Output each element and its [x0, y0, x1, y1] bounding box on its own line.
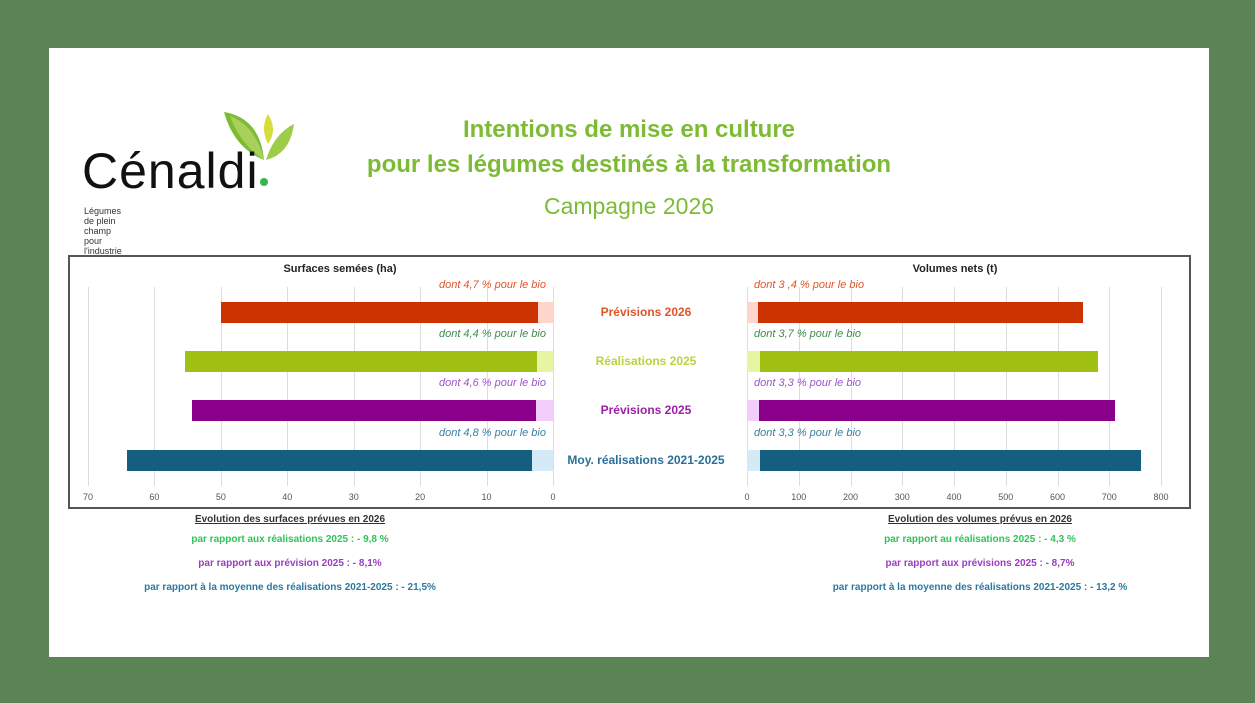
logo-tagline: Légumes de plein champ pour l'industrie [84, 206, 122, 256]
axis-tick-label: 0 [744, 492, 750, 502]
logo-dot [260, 178, 268, 186]
bar-conventional [220, 302, 538, 323]
axis-tick-label: 300 [894, 492, 910, 502]
bio-share-label: dont 3,3 % pour le bio [754, 377, 862, 389]
axis-tick-label: 400 [946, 492, 962, 502]
gridline [88, 287, 89, 486]
axis-tick-label: 40 [282, 492, 293, 502]
bar-bio [747, 302, 759, 323]
axis-tick-label: 0 [550, 492, 556, 502]
bio-share-label: dont 4,7 % pour le bio [438, 279, 546, 291]
volumes-evolution-heading: Evolution des volumes prévus en 2026 [888, 514, 1072, 525]
bar-bio [537, 302, 553, 323]
chart-frame [68, 255, 1191, 509]
bio-share-label: dont 3,7 % pour le bio [754, 328, 862, 340]
bar-conventional [126, 450, 533, 471]
bio-share-label: dont 4,4 % pour le bio [438, 328, 546, 340]
chart-title-volumes: Volumes nets (t) [912, 263, 998, 275]
axis-tick-label: 800 [1153, 492, 1169, 502]
gridline [553, 287, 554, 486]
bar-bio [532, 450, 553, 471]
axis-tick-label: 10 [481, 492, 492, 502]
bar-bio [536, 400, 553, 421]
category-label: Prévisions 2025 [600, 403, 692, 417]
axis-tick-label: 200 [842, 492, 859, 502]
gridline [1057, 287, 1059, 486]
chart-title-surfaces: Surfaces semées (ha) [283, 263, 397, 275]
gridline [154, 287, 156, 486]
gridline [902, 287, 904, 486]
gridline [1161, 287, 1162, 486]
axis-tick-label: 700 [1101, 492, 1117, 502]
axis-tick-label: 500 [998, 492, 1014, 502]
axis-tick-label: 600 [1049, 492, 1066, 502]
bar-conventional [759, 450, 1141, 471]
volumes-evolution-line: par rapport au réalisations 2025 : - 4,3… [884, 534, 1076, 545]
title-line-2: pour les légumes destinés à la transform… [366, 151, 892, 178]
bar-conventional [758, 302, 1083, 323]
surfaces-evolution-heading: Evolution des surfaces prévues en 2026 [194, 514, 386, 525]
gridline [353, 287, 355, 486]
axis-tick-label: 20 [415, 492, 426, 502]
gridline [220, 287, 222, 486]
gridline [747, 287, 748, 486]
bio-share-label: dont 4,6 % pour le bio [438, 377, 546, 389]
axis-tick-label: 100 [791, 492, 807, 502]
bar-bio [747, 351, 760, 372]
gridline [420, 287, 422, 486]
volumes-evolution-line: par rapport à la moyenne des réalisation… [832, 582, 1128, 593]
axis-tick-label: 50 [215, 492, 226, 502]
bar-conventional [184, 351, 538, 372]
logo-wordmark: Cénaldi [82, 143, 259, 199]
bar-bio [747, 400, 759, 421]
category-label: Réalisations 2025 [595, 354, 697, 368]
category-label: Prévisions 2026 [600, 305, 692, 319]
gridline [850, 287, 852, 486]
subtitle: Campagne 2026 [543, 193, 715, 219]
axis-tick-label: 30 [348, 492, 359, 502]
volumes-evolution-line: par rapport aux prévisions 2025 : - 8,7% [885, 558, 1075, 569]
gridline [1109, 287, 1111, 486]
bio-share-label: dont 4,8 % pour le bio [438, 427, 546, 439]
bar-bio [537, 351, 553, 372]
surfaces-evolution-line: par rapport à la moyenne des réalisation… [144, 582, 436, 593]
bio-share-label: dont 3,3 % pour le bio [754, 427, 862, 439]
axis-tick-label: 60 [149, 492, 160, 502]
surfaces-evolution-line: par rapport aux prévision 2025 : - 8,1% [198, 558, 382, 569]
bio-share-label: dont 3 ,4 % pour le bio [754, 279, 865, 291]
leaf-logo-icon [224, 112, 294, 160]
axis-tick-label: 70 [82, 492, 93, 502]
gridline [287, 287, 289, 486]
gridline [954, 287, 955, 486]
bar-conventional [759, 351, 1098, 372]
title-line-1: Intentions de mise en culture [462, 116, 796, 143]
bar-bio [747, 450, 760, 471]
surfaces-evolution-line: par rapport aux réalisations 2025 : - 9,… [191, 534, 389, 545]
bar-conventional [758, 400, 1115, 421]
gridline [486, 287, 488, 486]
bar-conventional [191, 400, 537, 421]
category-label: Moy. réalisations 2021-2025 [567, 453, 725, 467]
gridline [1005, 287, 1007, 486]
gridline [798, 287, 800, 486]
